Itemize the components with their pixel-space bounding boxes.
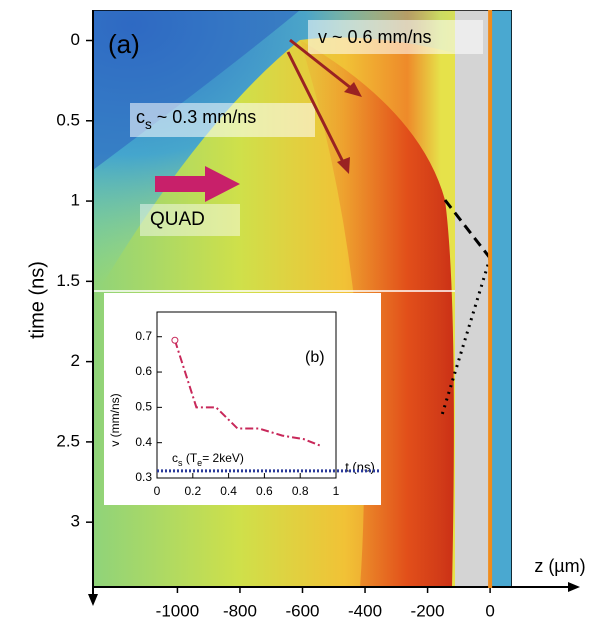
inset-x-label: t (ns) <box>345 459 375 474</box>
x-tick-label: 0.8 <box>292 484 309 498</box>
text-part: c <box>136 107 145 127</box>
label-backdrop <box>130 103 315 137</box>
quad-arrow <box>155 166 240 202</box>
text-part: = 2keV) <box>202 451 244 465</box>
y-tick-label: 2 <box>71 351 80 370</box>
y-tick-label: 0.5 <box>56 110 80 129</box>
y-tick-label: 0.4 <box>135 435 152 449</box>
x-tick-label: 0 <box>485 601 494 620</box>
y-tick-label: 1.5 <box>56 271 80 290</box>
y-tick-label: 0.3 <box>135 470 152 484</box>
x-tick-label: 0.2 <box>184 484 201 498</box>
y-axis-label: time (ns) <box>26 261 48 339</box>
x-tick-label: 0 <box>154 484 161 498</box>
y-tick-label: 0.6 <box>135 364 152 378</box>
x-tick-label: -1000 <box>156 601 199 620</box>
inset-frame <box>156 311 337 479</box>
arrow <box>289 38 357 94</box>
x-tick-label: 0.4 <box>220 484 237 498</box>
arrowhead <box>337 157 350 174</box>
annotation: (b) <box>305 349 325 366</box>
y-tick-label: 2.5 <box>56 431 80 450</box>
y-tick-label: 0 <box>71 30 80 49</box>
y-tick-label: 0.7 <box>135 329 152 343</box>
x-tick-label: -400 <box>348 601 382 620</box>
text-part: (T <box>183 451 198 465</box>
subscript: e <box>197 458 202 468</box>
annotation: v ~ 0.6 mm/ns <box>318 27 432 47</box>
dashed-line <box>443 199 492 259</box>
y-tick-label: 3 <box>71 512 80 531</box>
x-tick-label: -800 <box>223 601 257 620</box>
x-axis-label: z (µm) <box>534 556 585 576</box>
subscript: s <box>178 458 183 468</box>
annotation: cs ~ 0.3 mm/ns <box>136 107 256 132</box>
text-part: ~ 0.3 mm/ns <box>152 107 257 127</box>
arrow <box>286 51 347 167</box>
y-tick-label: 1 <box>71 191 80 210</box>
annotation: QUAD <box>150 209 205 230</box>
x-tick-label: 1 <box>333 484 340 498</box>
arrowhead <box>344 82 362 97</box>
axis-arrow <box>568 582 580 592</box>
label-backdrop <box>140 204 240 236</box>
annotation: cs (Te= 2keV) <box>172 451 244 468</box>
point <box>171 336 179 344</box>
x-tick-label: 0.6 <box>256 484 273 498</box>
x-tick-label: -600 <box>285 601 319 620</box>
text-part: c <box>172 451 178 465</box>
subscript: s <box>145 117 152 132</box>
axis-arrow <box>88 594 98 606</box>
y-tick-label: 0.5 <box>135 400 152 414</box>
annotation: (a) <box>108 29 140 59</box>
series-line <box>173 339 323 448</box>
x-tick-label: -200 <box>411 601 445 620</box>
inset-y-label: v (mm/ns) <box>108 393 122 446</box>
label-backdrop <box>308 20 483 54</box>
